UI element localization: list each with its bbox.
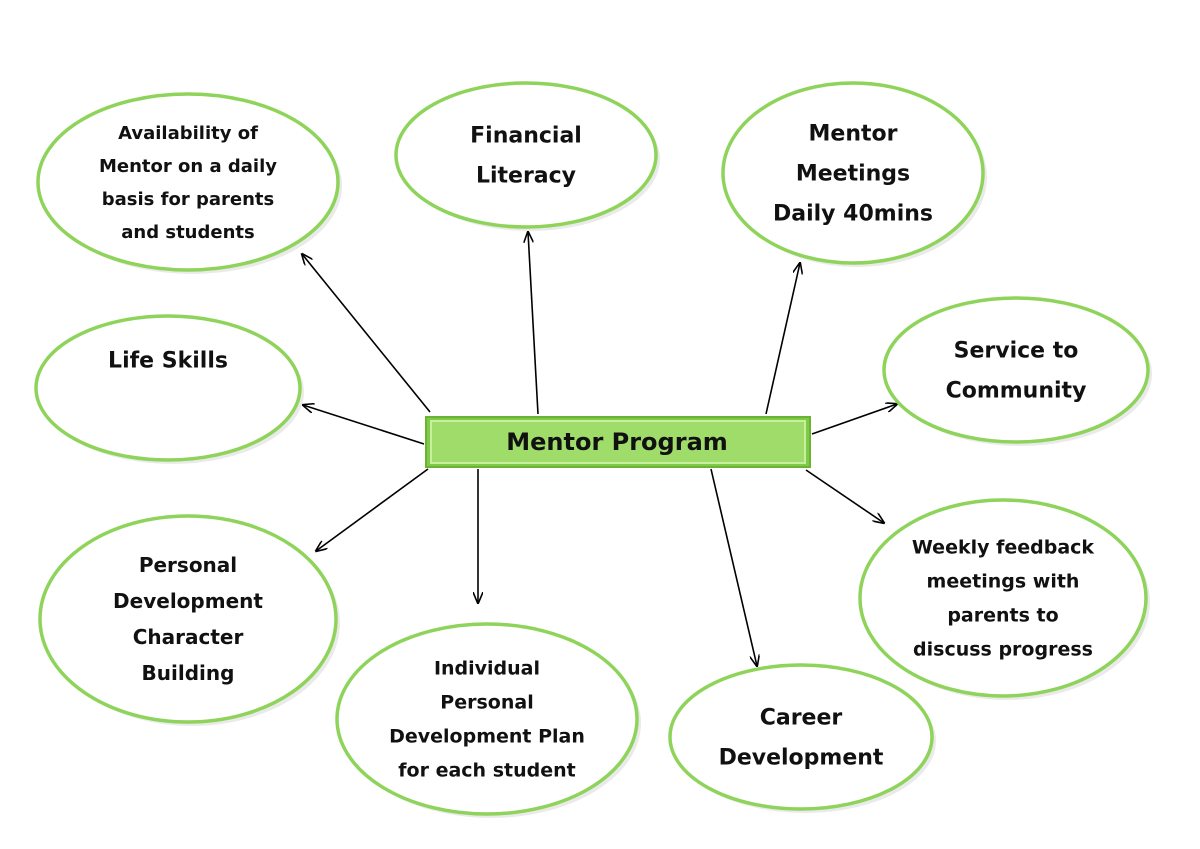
node-service-to-community: Service to Community: [882, 296, 1152, 446]
center-label: Mentor Program: [506, 428, 728, 456]
node-label-line: Life Skills: [108, 349, 228, 374]
arrow-to-service-to-community: [811, 404, 897, 435]
node-career-development: Career Development: [668, 663, 936, 813]
node-label-line: Career: [760, 706, 843, 731]
node-label-line: Service to: [954, 339, 1079, 364]
node-mentor-meetings: Mentor Meetings Daily 40mins: [721, 81, 987, 267]
node-life-skills: Life Skills: [34, 314, 304, 464]
node-label-line: parents to: [947, 605, 1058, 627]
node-ellipse: [36, 92, 340, 272]
arrow-to-mentor-meetings: [765, 263, 800, 415]
node-ellipse: [335, 622, 639, 816]
node-label-line: Weekly feedback: [912, 537, 1095, 559]
node-ellipse: [668, 663, 934, 811]
node-label-line: Availability of: [118, 123, 258, 144]
node-personal-development: Personal Development Character Building: [38, 514, 340, 726]
node-availability: Availability of Mentor on a daily basis fo…: [36, 92, 342, 274]
arrow-to-personal-development: [316, 468, 429, 551]
node-label-line: Mentor on a daily: [99, 156, 277, 177]
node-ellipse: [394, 81, 658, 229]
node-label-line: Personal: [440, 692, 533, 714]
node-label-line: Community: [946, 379, 1087, 404]
arrow-to-weekly-feedback: [805, 469, 884, 523]
node-label-line: Building: [142, 661, 235, 685]
node-label-line: Financial: [470, 124, 582, 149]
arrow-to-financial-literacy: [528, 232, 539, 415]
node-label-line: Personal: [139, 553, 237, 577]
node-ellipse: [38, 514, 338, 724]
node-label-line: Development Plan: [389, 726, 585, 748]
node-label-line: basis for parents: [102, 189, 275, 210]
arrow-to-life-skills: [303, 405, 425, 445]
arrow-to-career-development: [710, 468, 757, 666]
center-box-inner: [430, 420, 806, 464]
node-label-line: and students: [121, 222, 254, 243]
node-label-line: Meetings: [796, 162, 910, 187]
node-ellipse: [858, 498, 1148, 698]
node-ellipse: [882, 296, 1150, 444]
node-label-line: Development: [719, 746, 884, 771]
node-label-line: Daily 40mins: [773, 202, 933, 227]
nodes-layer: Availability of Mentor on a daily basis fo…: [34, 81, 1152, 818]
node-label-line: meetings with: [927, 571, 1080, 593]
node-ellipse: [721, 81, 985, 265]
node-label-line: Literacy: [476, 164, 576, 189]
node-individual-plan: Individual Personal Development Plan for ea…: [335, 622, 641, 818]
node-label-line: Individual: [434, 658, 540, 680]
center-node: Mentor Program: [425, 416, 811, 468]
node-label-line: for each student: [398, 760, 575, 782]
node-label-line: Development: [113, 589, 263, 613]
node-label-line: Mentor: [809, 122, 898, 147]
node-label-line: discuss progress: [913, 639, 1093, 661]
node-financial-literacy: Financial Literacy: [394, 81, 660, 231]
arrow-to-availability: [302, 254, 431, 413]
arrows-layer: [302, 232, 897, 666]
node-weekly-feedback: Weekly feedback meetings with parents to di…: [858, 498, 1150, 700]
node-ellipse: [34, 314, 302, 462]
node-label-line: Character: [133, 625, 244, 649]
